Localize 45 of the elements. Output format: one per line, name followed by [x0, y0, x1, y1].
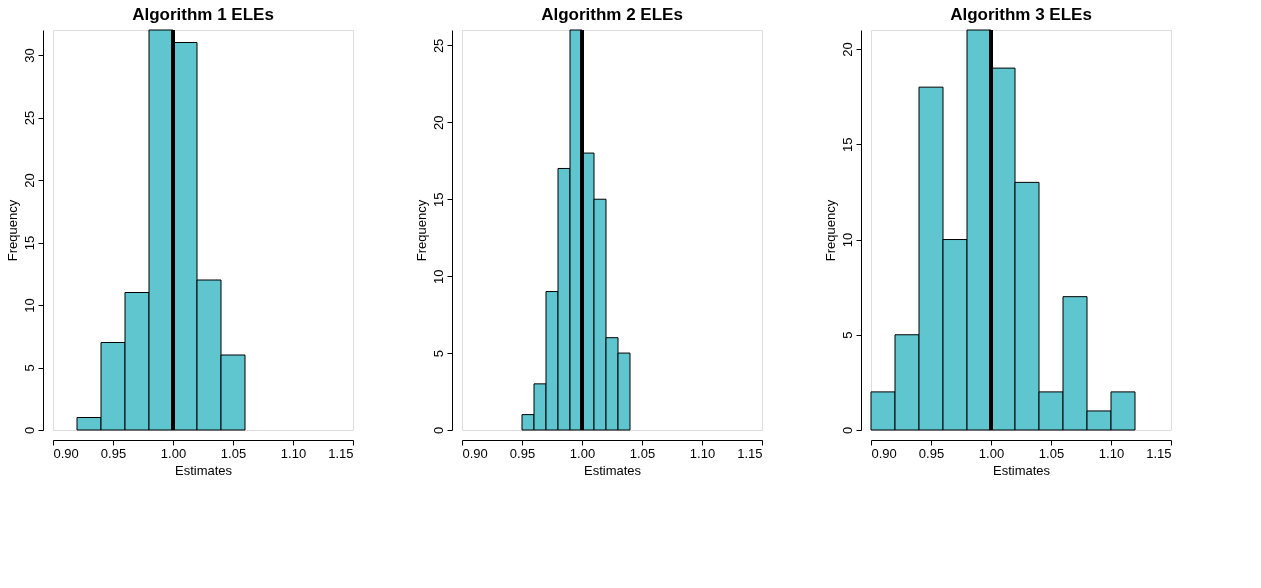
- y-tick-label: 5: [839, 331, 855, 339]
- y-tick-label: 10: [839, 232, 855, 248]
- x-tick-label: 1.05: [220, 445, 247, 461]
- y-tick-label: 0: [21, 426, 37, 435]
- y-tick-label: 25: [21, 110, 37, 126]
- x-tick-label: 1.10: [1098, 445, 1125, 461]
- x-axis-title: Estimates: [583, 462, 642, 478]
- y-tick-label: 5: [430, 349, 446, 358]
- y-tick-label: 5: [21, 364, 37, 372]
- y-tick-label: 10: [430, 269, 446, 284]
- y-tick-label: 10: [21, 298, 37, 313]
- x-tick-label: 1.05: [1038, 445, 1065, 461]
- x-tick-label: 1.15: [1146, 445, 1172, 461]
- x-tick-label: 0.90: [53, 445, 79, 461]
- y-tick-label: 25: [430, 38, 446, 54]
- y-tick-label: 15: [430, 192, 446, 207]
- x-tick-label: 1.10: [689, 445, 716, 461]
- chart-title: Algorithm 2 ELEs: [541, 5, 683, 24]
- x-tick-label: 0.95: [918, 445, 945, 461]
- x-tick-label: 1.15: [328, 445, 354, 461]
- x-tick-label: 1.05: [629, 445, 656, 461]
- chart-title: Algorithm 3 ELEs: [950, 5, 1092, 24]
- x-tick-label: 1.15: [737, 445, 763, 461]
- x-tick-label: 1.00: [978, 445, 1005, 461]
- x-axis-title: Estimates: [992, 462, 1051, 478]
- y-tick-label: 15: [839, 137, 855, 153]
- y-tick-label: 30: [21, 48, 37, 63]
- y-axis-title: Frequency: [4, 199, 20, 262]
- y-axis-title: Frequency: [413, 199, 429, 262]
- x-tick-label: 1.00: [160, 445, 187, 461]
- chart-title: Algorithm 1 ELEs: [132, 5, 274, 24]
- x-tick-label: 0.90: [871, 445, 897, 461]
- x-tick-label: 1.00: [569, 445, 596, 461]
- x-tick-label: 0.90: [462, 445, 488, 461]
- x-tick-label: 0.95: [509, 445, 536, 461]
- y-tick-label: 0: [430, 426, 446, 435]
- x-tick-label: 1.10: [280, 445, 307, 461]
- y-tick-label: 20: [21, 173, 37, 188]
- x-tick-label: 0.95: [100, 445, 127, 461]
- y-tick-label: 20: [839, 42, 855, 57]
- y-tick-label: 0: [839, 426, 855, 435]
- y-tick-label: 20: [430, 115, 446, 131]
- y-axis-title: Frequency: [822, 199, 838, 262]
- x-axis-title: Estimates: [174, 462, 233, 478]
- y-tick-label: 15: [21, 235, 37, 251]
